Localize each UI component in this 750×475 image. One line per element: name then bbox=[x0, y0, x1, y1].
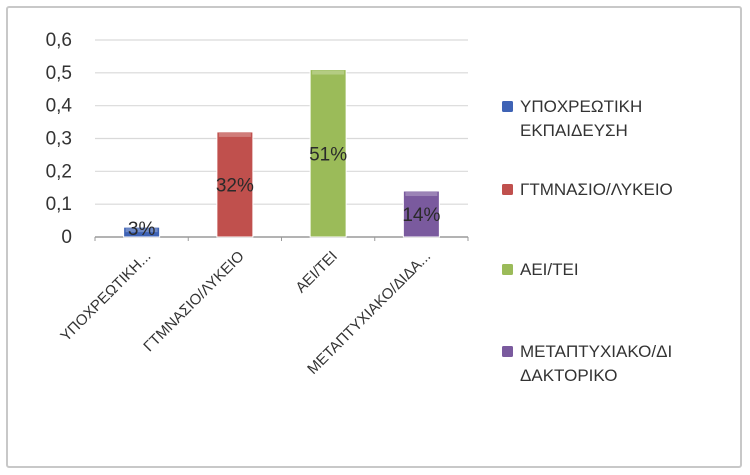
gridlines bbox=[95, 39, 468, 205]
y-tick-label: 0,3 bbox=[46, 129, 72, 150]
data-label: 51% bbox=[309, 144, 347, 165]
legend-label: ΜΕΤΑΠΤΥΧΙΑΚΟ/ΔΙ bbox=[520, 342, 672, 361]
legend-swatch bbox=[502, 101, 513, 112]
legend-label: ΥΠΟΧΡΕΩΤΙΚΗ bbox=[520, 97, 642, 116]
y-tick-label: 0,5 bbox=[46, 63, 72, 84]
data-labels: 3% 32% 51% 14% bbox=[128, 144, 441, 240]
data-label: 3% bbox=[128, 219, 156, 240]
bar-highlight bbox=[405, 192, 438, 197]
y-tick-label: 0,2 bbox=[46, 161, 72, 182]
data-label: 32% bbox=[216, 175, 254, 196]
category-label: ΑΕΙ/ΤΕΙ bbox=[292, 248, 341, 297]
legend-label: ΑΕΙ/ΤΕΙ bbox=[520, 260, 579, 279]
legend-label: ΕΚΠΑΙΔΕΥΣΗ bbox=[520, 121, 628, 140]
y-axis-ticks: 0 0,1 0,2 0,3 0,4 0,5 0,6 bbox=[46, 30, 73, 248]
y-tick-label: 0 bbox=[61, 227, 72, 248]
bar bbox=[216, 131, 254, 238]
category-labels: ΥΠΟΧΡΕΩΤΙΚΗ...ΓΤΜΝΑΣΙΟ/ΛΥΚΕΙΟ ΑΕΙ/ΤΕΙΜΕΤΑ… bbox=[57, 237, 469, 378]
legend-label: ΓΤΜΝΑΣΙΟ/ΛΥΚΕΙΟ bbox=[520, 180, 673, 199]
bars bbox=[123, 69, 440, 238]
data-label: 14% bbox=[402, 205, 440, 226]
legend: ΥΠΟΧΡΕΩΤΙΚΗ ΕΚΠΑΙΔΕΥΣΗ ΓΤΜΝΑΣΙΟ/ΛΥΚΕΙΟ ΑΕΙ/… bbox=[502, 97, 673, 385]
legend-swatch bbox=[502, 264, 513, 275]
bar bbox=[123, 226, 161, 238]
legend-swatch bbox=[502, 184, 513, 195]
bar-highlight bbox=[125, 228, 158, 233]
bar-highlight bbox=[218, 132, 251, 137]
category-label: ΓΤΜΝΑΣΙΟ/ΛΥΚΕΙΟ bbox=[140, 248, 247, 355]
legend-swatch bbox=[502, 346, 513, 357]
y-tick-label: 0,4 bbox=[46, 96, 73, 117]
bar-highlight bbox=[312, 70, 345, 75]
bar bbox=[309, 69, 347, 238]
category-label: ΥΠΟΧΡΕΩΤΙΚΗ... bbox=[57, 248, 154, 345]
bar bbox=[402, 190, 440, 238]
y-tick-label: 0,6 bbox=[46, 30, 72, 51]
legend-label: ΔΑΚΤΟΡΙΚΟ bbox=[520, 366, 617, 385]
y-tick-label: 0,1 bbox=[46, 194, 72, 215]
